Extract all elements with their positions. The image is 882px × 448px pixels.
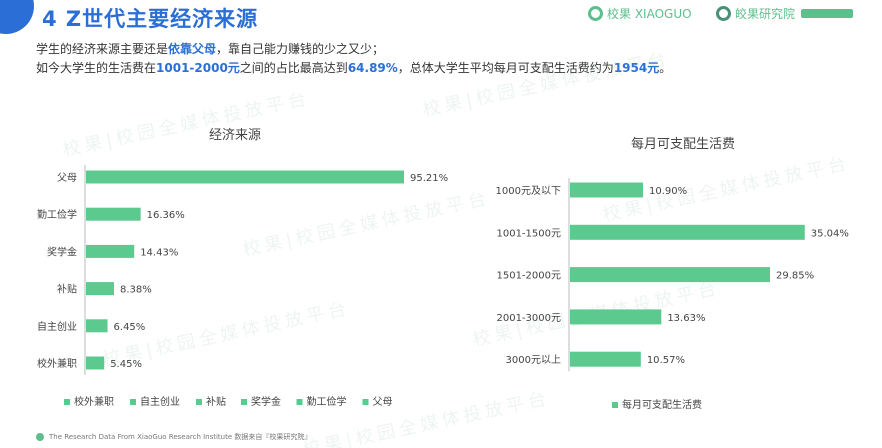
legend-entry: 父母 xyxy=(373,396,393,408)
data-label: 29.85% xyxy=(776,271,814,282)
bar-4 xyxy=(86,282,114,296)
category-label: 父母 xyxy=(57,172,77,184)
category-label: 2001-3000元 xyxy=(496,313,561,324)
legend-swatch xyxy=(296,399,303,405)
category-label: 补贴 xyxy=(57,283,77,296)
bar-1 xyxy=(86,170,405,184)
bar-5 xyxy=(86,319,108,333)
footer-source: The Research Data From XiaoGuo Research … xyxy=(49,433,312,441)
brand-right-label: 皎果研究院 xyxy=(735,7,796,21)
intro-highlight: 1954元 xyxy=(613,61,660,75)
data-label: 10.57% xyxy=(647,355,685,366)
intro-line-2: 如今大学生的生活费在1001-2000元之间的占比最高达到64.89%，总体大学… xyxy=(36,59,671,78)
legend-entry: 自主创业 xyxy=(140,395,180,408)
chart-title: 每月可支配生活费 xyxy=(631,136,735,152)
bar-3 xyxy=(86,244,135,258)
footer: The Research Data From XiaoGuo Research … xyxy=(36,432,311,442)
legend-swatch xyxy=(612,402,618,408)
legend-entry: 每月可支配生活费 xyxy=(622,398,702,411)
bar-3 xyxy=(570,267,770,283)
category-label: 奖学金 xyxy=(47,245,77,258)
bar-5 xyxy=(570,351,641,367)
data-label: 8.38% xyxy=(120,285,152,296)
bar-6 xyxy=(86,356,105,370)
data-label: 35.04% xyxy=(811,228,849,239)
footer-dot-icon xyxy=(36,433,44,441)
intro-highlight: 依靠父母 xyxy=(168,42,217,56)
legend-swatch xyxy=(362,399,369,405)
xiaoguo-logo-icon xyxy=(588,6,603,21)
intro-highlight: 1001-2000元 xyxy=(156,61,240,75)
intro-text-segment: ，总体大学生平均每月可支配生活费约为 xyxy=(397,61,614,75)
intro-highlight: 64.89% xyxy=(347,61,398,75)
intro-text-segment: 学生的经济来源主要还是 xyxy=(36,42,169,56)
bar-1 xyxy=(570,182,644,198)
data-label: 14.43% xyxy=(140,247,178,258)
research-logo-icon xyxy=(716,6,731,21)
legend-swatch xyxy=(130,399,136,405)
legend-swatch xyxy=(64,399,70,405)
brand-xiaoguo: 校果 XIAOGUO xyxy=(588,5,692,22)
brand-tag xyxy=(801,9,854,18)
intro-line-1: 学生的经济来源主要还是依靠父母，靠自己能力赚钱的少之又少； xyxy=(36,40,671,59)
category-label: 1000元及以下 xyxy=(496,185,561,197)
data-label: 5.45% xyxy=(110,359,142,370)
intro-text-segment: 之间的占比最高达到 xyxy=(239,61,348,75)
brand-left-label: 校果 XIAOGUO xyxy=(607,7,692,21)
category-label: 自主创业 xyxy=(37,320,77,333)
category-label: 1001-1500元 xyxy=(496,228,561,239)
legend-entry: 校外兼职 xyxy=(74,395,114,408)
data-label: 95.21% xyxy=(410,173,448,184)
data-label: 6.45% xyxy=(114,322,146,333)
page-title: 4 Z世代主要经济来源 xyxy=(42,7,259,31)
category-label: 勤工俭学 xyxy=(37,208,77,221)
legend-entry: 补贴 xyxy=(206,395,226,408)
chart-title: 经济来源 xyxy=(209,128,261,143)
bar-4 xyxy=(570,309,662,325)
category-label: 1501-2000元 xyxy=(496,271,561,282)
brand-research: 皎果研究院 xyxy=(716,5,854,22)
category-label: 校外兼职 xyxy=(37,357,77,370)
intro-text-segment: 。 xyxy=(659,61,672,75)
legend-swatch xyxy=(241,399,247,405)
intro-text: 学生的经济来源主要还是依靠父母，靠自己能力赚钱的少之又少； 如今大学生的生活费在… xyxy=(36,40,671,78)
intro-text-segment: ，靠自己能力赚钱的少之又少； xyxy=(216,42,385,56)
legend-swatch xyxy=(196,399,202,405)
data-label: 16.36% xyxy=(147,210,185,221)
data-label: 10.90% xyxy=(649,186,687,197)
legend-entry: 勤工俭学 xyxy=(307,395,347,408)
data-label: 13.63% xyxy=(667,313,705,324)
legend-entry: 奖学金 xyxy=(251,395,281,408)
category-label: 3000元以上 xyxy=(506,354,561,366)
intro-text-segment: 如今大学生的生活费在 xyxy=(36,61,157,75)
bar-2 xyxy=(86,207,141,221)
bar-2 xyxy=(570,224,805,240)
